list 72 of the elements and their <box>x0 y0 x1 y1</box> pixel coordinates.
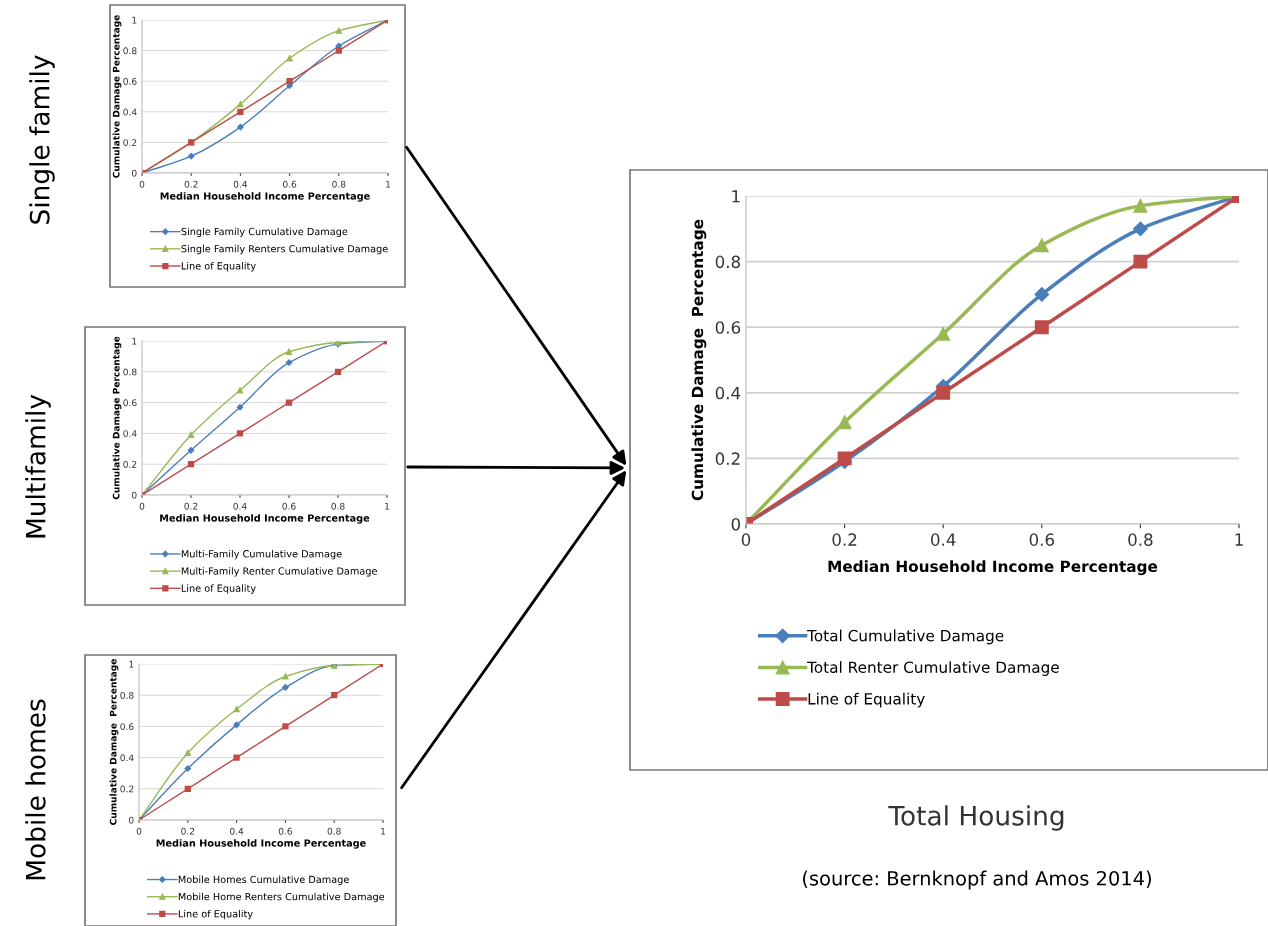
y-tick-label: 0 <box>731 517 741 531</box>
y-tick-label: 0 <box>128 816 134 824</box>
legend-label: Line of Equality <box>178 909 253 920</box>
legend-label: Line of Equality <box>181 584 256 594</box>
x-tick-label: 0.2 <box>832 533 857 546</box>
text: Mobile homes <box>25 699 46 880</box>
x-tick-label: 1 <box>1235 533 1243 546</box>
x-tick-label: 0.4 <box>931 533 956 546</box>
x-tick-label: 0.6 <box>278 827 293 835</box>
y-tick-label: 1 <box>129 660 134 668</box>
legend-label: Total Renter Cumulative Damage <box>807 661 1059 676</box>
y-tick-label: 0.8 <box>123 368 137 376</box>
y-axis-title: Cumulative Damage Percentage <box>112 15 122 178</box>
y-tick-label: 0.2 <box>123 139 137 146</box>
legend-label: Line of Equality <box>808 692 925 708</box>
y-tick-label: 0.6 <box>123 77 137 85</box>
y-tick-label: 0.2 <box>120 785 134 793</box>
x-tick-label: 0.8 <box>332 180 346 188</box>
legend-label: Multi-Family Renter Cumulative Damage <box>181 567 377 577</box>
y-tick-label: 0.8 <box>715 255 740 269</box>
y-tick-label: 1 <box>132 16 137 24</box>
y-tick-label: 1 <box>132 337 137 345</box>
y-axis-title: Cumulative Damage Percentage <box>109 659 119 825</box>
y-tick-label: 0.2 <box>123 460 137 468</box>
legend-label: Line of Equality <box>181 262 256 272</box>
x-axis-title: Median Household Income Percentage <box>160 192 370 202</box>
x-axis-title: Median Household Income Percentage <box>156 839 366 849</box>
text: Single family <box>29 55 55 224</box>
x-tick-label: 0.8 <box>327 827 341 835</box>
x-tick-label: 0.2 <box>184 502 198 510</box>
y-tick-label: 0.4 <box>123 430 137 437</box>
x-tick-label: 0.4 <box>230 827 244 835</box>
y-tick-label: 0.8 <box>120 691 134 699</box>
y-tick-label: 0.4 <box>123 108 137 116</box>
text: (source: Bernknopf and Amos 2014) <box>803 870 1151 890</box>
y-tick-label: 0 <box>131 169 137 177</box>
x-axis-title: Median Household Income Percentage <box>160 514 370 524</box>
legend-label: Mobile Home Renters Cumulative Damage <box>178 892 385 903</box>
x-tick-label: 1 <box>381 827 386 835</box>
x-tick-label: 0 <box>741 533 751 546</box>
x-tick-label: 0.8 <box>1128 533 1153 546</box>
text: Multifamily <box>25 394 51 538</box>
x-tick-label: 0.2 <box>181 827 195 835</box>
x-axis-title: Median Household Income Percentage <box>828 560 1158 576</box>
x-tick-label: 1 <box>386 180 391 188</box>
legend-label: Multi-Family Cumulative Damage <box>181 549 342 560</box>
legend-label: Total Cumulative Damage <box>807 629 1004 645</box>
x-tick-label: 0.4 <box>233 502 247 510</box>
y-tick-label: 0.4 <box>120 754 134 762</box>
y-tick-label: 0.6 <box>715 321 741 334</box>
y-tick-label: 0.4 <box>715 386 741 400</box>
y-tick-label: 0.8 <box>123 47 137 55</box>
x-tick-label: 0.2 <box>184 180 198 188</box>
y-tick-label: 0.6 <box>120 723 134 730</box>
y-tick-label: 0.2 <box>715 452 740 465</box>
x-tick-label: 0 <box>139 180 145 188</box>
x-tick-label: 0.4 <box>233 180 248 188</box>
x-tick-label: 0.6 <box>1029 533 1054 546</box>
y-axis-title: Cumulative Damage Percentage <box>112 336 122 500</box>
y-tick-label: 1 <box>732 190 740 203</box>
y-axis-title: Cumulative Damage Percentage <box>691 219 707 501</box>
x-tick-label: 0.8 <box>331 502 345 510</box>
legend-label: Single Family Renters Cumulative Damage <box>181 244 388 255</box>
legend-label: Single Family Cumulative Damage <box>181 227 348 238</box>
x-tick-label: 0.6 <box>282 502 296 510</box>
y-tick-label: 0.6 <box>123 399 137 407</box>
x-tick-label: 0 <box>139 502 145 510</box>
legend-label: Mobile Homes Cumulative Damage <box>178 875 349 885</box>
y-tick-label: 0 <box>131 491 137 499</box>
text: Total Housing <box>888 805 1064 831</box>
x-tick-label: 0.6 <box>283 180 297 188</box>
x-tick-label: 1 <box>385 502 390 510</box>
